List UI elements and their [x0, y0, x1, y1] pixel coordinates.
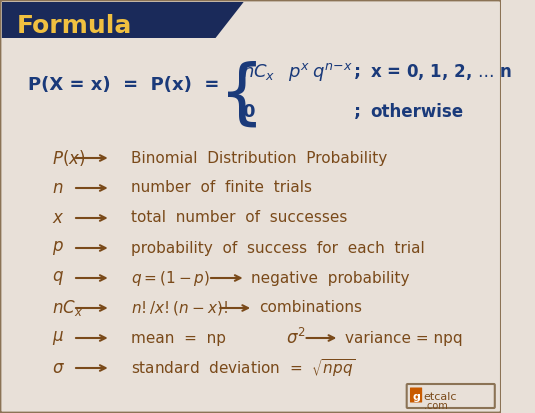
Text: ;: ; [354, 103, 361, 121]
Text: {: { [219, 60, 265, 130]
Text: $\sigma$: $\sigma$ [51, 359, 65, 377]
FancyBboxPatch shape [407, 384, 495, 408]
Polygon shape [2, 2, 243, 38]
Text: number  of  finite  trials: number of finite trials [131, 180, 312, 195]
FancyBboxPatch shape [410, 387, 422, 403]
Text: $p^x$: $p^x$ [288, 61, 310, 83]
Text: x = 0, 1, 2, $\ldots$ n: x = 0, 1, 2, $\ldots$ n [370, 62, 513, 82]
Text: Binomial  Distribution  Probability: Binomial Distribution Probability [131, 150, 387, 166]
Text: etcalc: etcalc [424, 392, 457, 402]
Text: $q^{n\!-\!x}$: $q^{n\!-\!x}$ [312, 61, 353, 83]
FancyBboxPatch shape [0, 0, 501, 413]
Text: $nC_x$: $nC_x$ [51, 298, 83, 318]
Text: g: g [412, 392, 420, 402]
Text: combinations: combinations [258, 301, 362, 316]
Text: otherwise: otherwise [370, 103, 463, 121]
Text: P(X = x)  =  P(x)  =: P(X = x) = P(x) = [28, 76, 219, 94]
Text: $\mu$: $\mu$ [51, 329, 64, 347]
Text: $x$: $x$ [51, 209, 64, 227]
Text: $n!/x!(n - x)!$: $n!/x!(n - x)!$ [131, 299, 228, 317]
Text: $\sigma^2$: $\sigma^2$ [286, 328, 305, 348]
Text: standard  deviation  =  $\sqrt{npq}$: standard deviation = $\sqrt{npq}$ [131, 357, 356, 379]
Text: probability  of  success  for  each  trial: probability of success for each trial [131, 240, 425, 256]
Text: 0: 0 [242, 103, 254, 121]
Text: $q = (1 - p)$: $q = (1 - p)$ [131, 268, 210, 287]
Text: ;: ; [354, 63, 361, 81]
Text: mean  =  np: mean = np [131, 330, 226, 346]
Text: variance = npq: variance = npq [345, 330, 462, 346]
Text: $n$: $n$ [51, 179, 63, 197]
Text: negative  probability: negative probability [251, 271, 410, 285]
Text: $P(x)$: $P(x)$ [51, 148, 85, 168]
Text: $p$: $p$ [51, 239, 63, 257]
Text: $q$: $q$ [51, 269, 64, 287]
Text: Formula: Formula [17, 14, 132, 38]
Text: total  number  of  successes: total number of successes [131, 211, 348, 225]
Text: $nC_x$: $nC_x$ [242, 62, 276, 82]
Text: .com: .com [424, 401, 447, 411]
